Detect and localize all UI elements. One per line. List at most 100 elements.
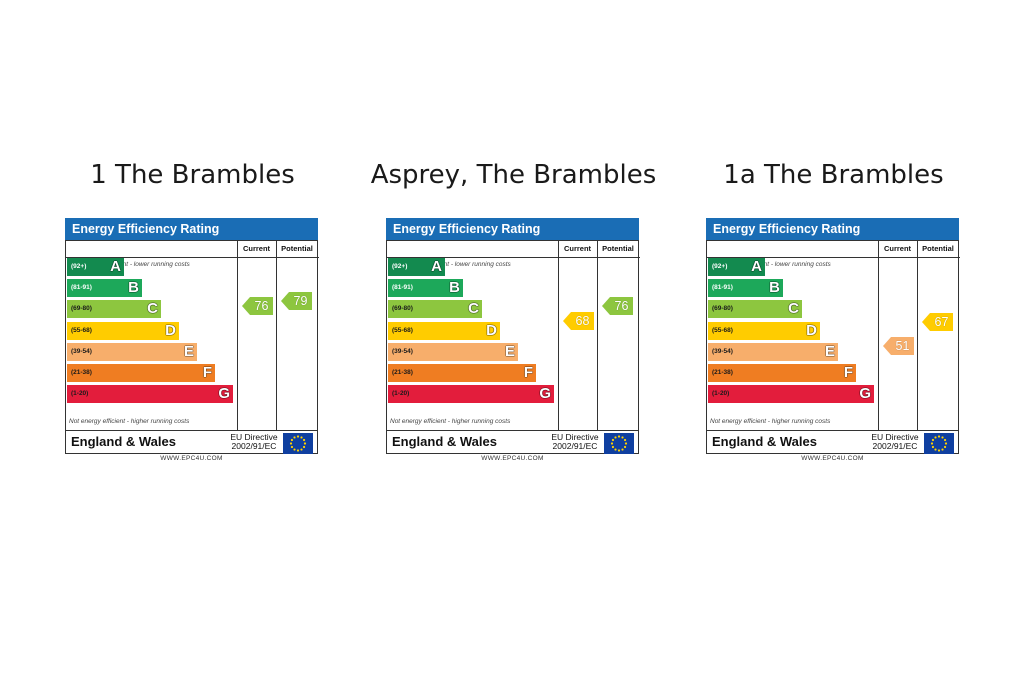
site-link[interactable]: WWW.EPC4U.COM xyxy=(481,455,544,462)
header-rule xyxy=(66,257,237,258)
eu-star xyxy=(617,435,621,438)
band-range: (69-80) xyxy=(71,305,92,313)
eu-star xyxy=(930,442,934,445)
eu-flag-background xyxy=(283,433,313,454)
eu-flag-background xyxy=(604,433,634,454)
rating-value: 76 xyxy=(250,297,273,316)
rating-value: 79 xyxy=(289,292,312,311)
band-range: (69-80) xyxy=(392,305,413,313)
potential-rating-arrow: 76 xyxy=(602,297,633,316)
band-letter: B xyxy=(128,279,139,297)
rating-value: 51 xyxy=(891,336,914,355)
header-rule xyxy=(707,257,878,258)
band-letter: D xyxy=(806,321,817,339)
rating-band-b: (81-91) B xyxy=(67,279,142,298)
eu-star xyxy=(611,438,615,442)
header-rule xyxy=(387,257,558,258)
eu-star xyxy=(623,438,627,442)
eu-flag-icon xyxy=(924,433,954,454)
column-divider xyxy=(558,241,559,430)
rating-band-c: (69-80) C xyxy=(67,300,161,319)
epc-frame: Current Potential Very energy efficient - … xyxy=(706,240,960,454)
note-efficient: Very energy efficient - lower running co… xyxy=(69,261,190,268)
band-range: (55-68) xyxy=(712,326,733,334)
arrow-tip xyxy=(563,312,571,331)
eu-star xyxy=(931,445,935,449)
band-range: (39-54) xyxy=(71,347,92,355)
band-letter: B xyxy=(769,279,780,297)
note-inefficient: Not energy efficient - higher running co… xyxy=(390,418,511,425)
band-range: (1-20) xyxy=(712,390,730,398)
eu-star xyxy=(943,445,947,449)
rating-band-d: (55-68) D xyxy=(388,321,500,340)
directive-line-1: EU Directive xyxy=(551,432,599,442)
eu-star xyxy=(300,436,303,439)
rating-band-g: (1-20) G xyxy=(67,385,233,404)
rating-band-c: (69-80) C xyxy=(708,300,802,319)
column-divider xyxy=(597,241,598,430)
column-divider xyxy=(878,241,879,430)
eu-star xyxy=(934,448,937,451)
rating-band-b: (81-91) B xyxy=(388,279,463,298)
footer-country: England & Wales xyxy=(712,434,817,449)
eu-star xyxy=(611,445,615,449)
eu-star xyxy=(941,448,944,451)
current-rating-arrow: 68 xyxy=(563,312,594,331)
eu-flag-background xyxy=(924,433,954,454)
eu-star xyxy=(293,436,296,439)
rating-band-f: (21-38) F xyxy=(388,364,536,382)
rating-band-a: (92+) A xyxy=(388,258,445,276)
eu-star xyxy=(289,442,293,445)
rating-value: 67 xyxy=(930,313,953,332)
eu-star xyxy=(624,442,628,445)
epc-chart: Energy Efficiency Rating Current Potential… xyxy=(706,218,960,454)
footer-country: England & Wales xyxy=(71,434,176,449)
band-range: (21-38) xyxy=(71,369,92,376)
band-range: (1-20) xyxy=(392,390,410,398)
eu-star xyxy=(302,438,306,442)
band-letter: A xyxy=(751,258,762,275)
footer-country: England & Wales xyxy=(392,434,497,449)
band-range: (92+) xyxy=(71,263,87,270)
column-divider xyxy=(276,241,277,430)
band-letter: E xyxy=(824,342,835,360)
rating-band-e: (39-54) E xyxy=(67,342,197,361)
column-header-current: Current xyxy=(242,244,271,253)
rating-band-a: (92+) A xyxy=(708,258,765,276)
eu-star xyxy=(621,448,624,451)
eu-star xyxy=(293,448,296,451)
column-divider xyxy=(237,241,238,430)
band-letter: C xyxy=(147,300,158,318)
footer-rule xyxy=(707,430,958,431)
eu-directive: EU Directive 2002/91/EC xyxy=(548,433,602,451)
eu-directive: EU Directive 2002/91/EC xyxy=(868,433,922,451)
site-link[interactable]: WWW.EPC4U.COM xyxy=(160,455,223,462)
eu-star xyxy=(934,436,937,439)
rating-value: 76 xyxy=(610,297,633,316)
band-range: (92+) xyxy=(712,263,728,270)
eu-flag-icon xyxy=(283,433,313,454)
footer-rule xyxy=(387,430,638,431)
band-range: (81-91) xyxy=(712,284,733,292)
site-link[interactable]: WWW.EPC4U.COM xyxy=(801,455,864,462)
band-range: (21-38) xyxy=(712,369,733,376)
rating-band-f: (21-38) F xyxy=(708,364,856,382)
potential-rating-arrow: 67 xyxy=(922,313,953,332)
band-letter: G xyxy=(859,385,871,403)
eu-star xyxy=(296,449,300,452)
rating-band-g: (1-20) G xyxy=(708,385,874,404)
header-rule xyxy=(558,257,640,258)
note-inefficient: Not energy efficient - higher running co… xyxy=(69,418,190,425)
header-rule xyxy=(237,257,319,258)
column-header-current: Current xyxy=(563,244,592,253)
band-letter: E xyxy=(504,342,515,360)
band-range: (92+) xyxy=(392,263,408,270)
rating-band-d: (55-68) D xyxy=(708,321,820,340)
column-header-potential: Potential xyxy=(922,244,954,253)
band-letter: C xyxy=(468,300,479,318)
eu-directive: EU Directive 2002/91/EC xyxy=(227,433,281,451)
band-range: (39-54) xyxy=(392,347,413,355)
potential-rating-arrow: 79 xyxy=(281,292,312,311)
eu-star xyxy=(300,448,303,451)
epc-header: Energy Efficiency Rating xyxy=(65,218,318,240)
